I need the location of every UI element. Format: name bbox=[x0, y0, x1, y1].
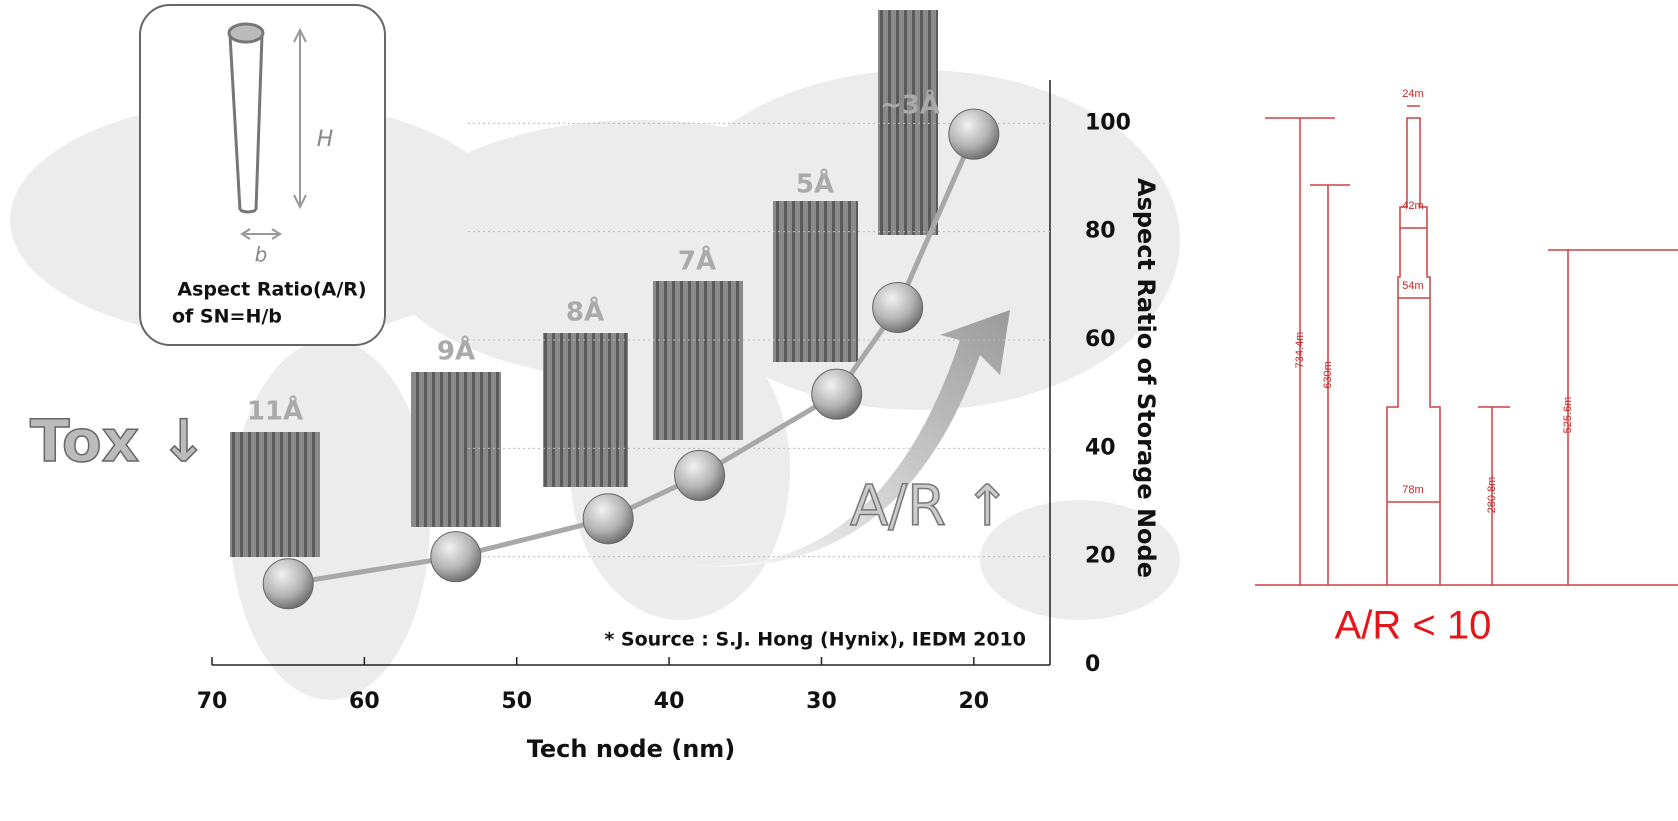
x-tick-label: 40 bbox=[654, 689, 685, 714]
data-point bbox=[431, 532, 481, 582]
width-label: 54m bbox=[1402, 280, 1423, 292]
height-label: 280.8m bbox=[1486, 477, 1498, 514]
width-label: 24m bbox=[1402, 88, 1423, 100]
ar-annotation: A/R ↑ bbox=[850, 474, 1011, 539]
height-label: 734.4m bbox=[1294, 332, 1306, 369]
data-point bbox=[263, 559, 313, 609]
data-point bbox=[812, 369, 862, 419]
y-tick-label: 100 bbox=[1085, 110, 1131, 135]
x-tick-label: 60 bbox=[349, 689, 380, 714]
y-tick-label: 20 bbox=[1085, 544, 1116, 569]
x-tick-label: 20 bbox=[959, 689, 990, 714]
x-tick-label: 50 bbox=[501, 689, 532, 714]
inset-caption: of SN=H/b bbox=[172, 306, 282, 328]
node-label: 8Å bbox=[566, 296, 604, 328]
x-tick-label: 30 bbox=[806, 689, 837, 714]
node-label: 7Å bbox=[678, 245, 716, 277]
node-label: ~3Å bbox=[880, 89, 940, 121]
y-tick-label: 0 bbox=[1085, 652, 1100, 677]
tox-annotation: Tox ↓ bbox=[30, 407, 208, 475]
x-tick-label: 70 bbox=[197, 689, 228, 714]
data-point bbox=[583, 494, 633, 544]
width-label: 42m bbox=[1402, 200, 1423, 212]
inset: H b Aspect Ratio(A/R) of SN=H/b bbox=[140, 5, 385, 345]
data-point bbox=[873, 283, 923, 333]
y-tick-label: 80 bbox=[1085, 219, 1116, 244]
page: H b Aspect Ratio(A/R) of SN=H/b Tox ↓ A/… bbox=[0, 0, 1678, 821]
height-label: H bbox=[317, 127, 334, 152]
x-axis-title: Tech node (nm) bbox=[527, 735, 736, 763]
data-point bbox=[675, 450, 725, 500]
source-note: * Source : S.J. Hong (Hynix), IEDM 2010 bbox=[604, 629, 1026, 651]
building-diagram: 24m 42m 54m 78m 734.4m 630m 280.8m 525.6… bbox=[1255, 88, 1678, 648]
height-label: 525.6m bbox=[1562, 397, 1574, 434]
y-tick-label: 60 bbox=[1085, 327, 1116, 352]
width-label: 78m bbox=[1402, 484, 1423, 496]
node-label: 11Å bbox=[247, 395, 303, 427]
data-point bbox=[949, 109, 999, 159]
y-axis-title: Aspect Ratio of Storage Node bbox=[1132, 178, 1160, 578]
inset-caption: Aspect Ratio(A/R) bbox=[177, 279, 366, 301]
diagram-caption: A/R < 10 bbox=[1335, 604, 1492, 648]
height-label: 630m bbox=[1322, 361, 1334, 389]
y-tick-label: 40 bbox=[1085, 435, 1116, 460]
node-label: 9Å bbox=[437, 335, 475, 367]
node-label: 5Å bbox=[796, 168, 834, 200]
base-label: b bbox=[255, 243, 268, 267]
